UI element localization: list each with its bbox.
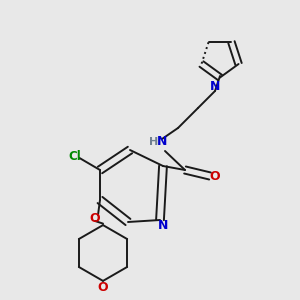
Text: O: O	[98, 281, 108, 294]
Text: N: N	[210, 80, 220, 93]
Text: N: N	[157, 135, 167, 148]
Text: N: N	[158, 219, 168, 232]
Text: O: O	[209, 169, 220, 182]
Text: H: H	[149, 137, 158, 147]
Text: Cl: Cl	[68, 150, 81, 163]
Text: O: O	[90, 212, 100, 224]
